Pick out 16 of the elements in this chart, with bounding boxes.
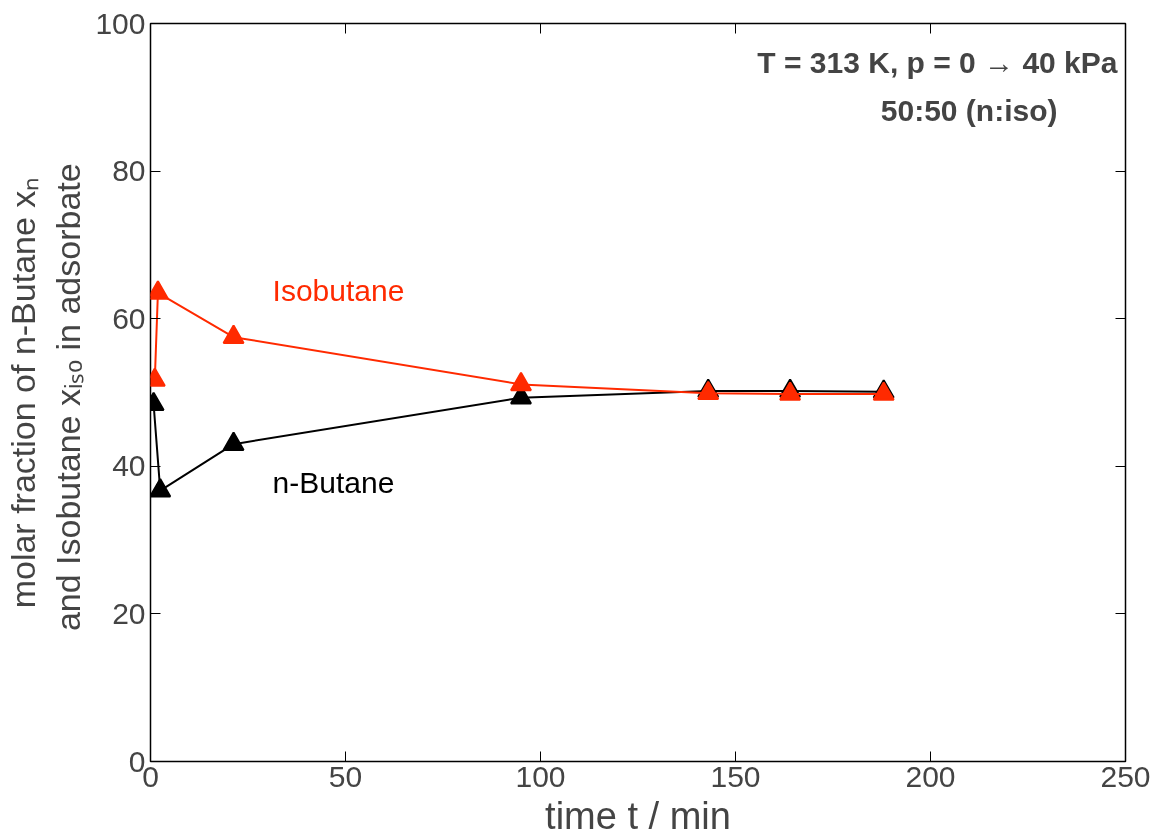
x-tick-label: 150 [710,759,761,793]
x-axis-title: time t / min [545,794,731,837]
x-tick-label: 200 [905,759,956,793]
x-tick-label: 100 [515,759,566,793]
series-label: Isobutane [272,274,405,308]
annotation: 50:50 (n:iso) [880,93,1058,127]
x-tick-label: 50 [328,759,363,793]
y-tick-label: 80 [112,154,146,188]
y-tick-label: 100 [95,6,146,40]
series-label: n-Butane [272,466,395,500]
y-axis-title: molar fraction of n-Butane xₙ and Isobutane xᵢₛₒ in adsorbate [3,163,88,632]
x-tick-label: 250 [1100,759,1151,793]
y-tick-label: 20 [112,596,146,630]
y-tick-label: 40 [112,449,146,483]
y-tick-label: 60 [112,301,146,335]
annotation: T = 313 K, p = 0 → 40 kPa [757,45,1118,79]
